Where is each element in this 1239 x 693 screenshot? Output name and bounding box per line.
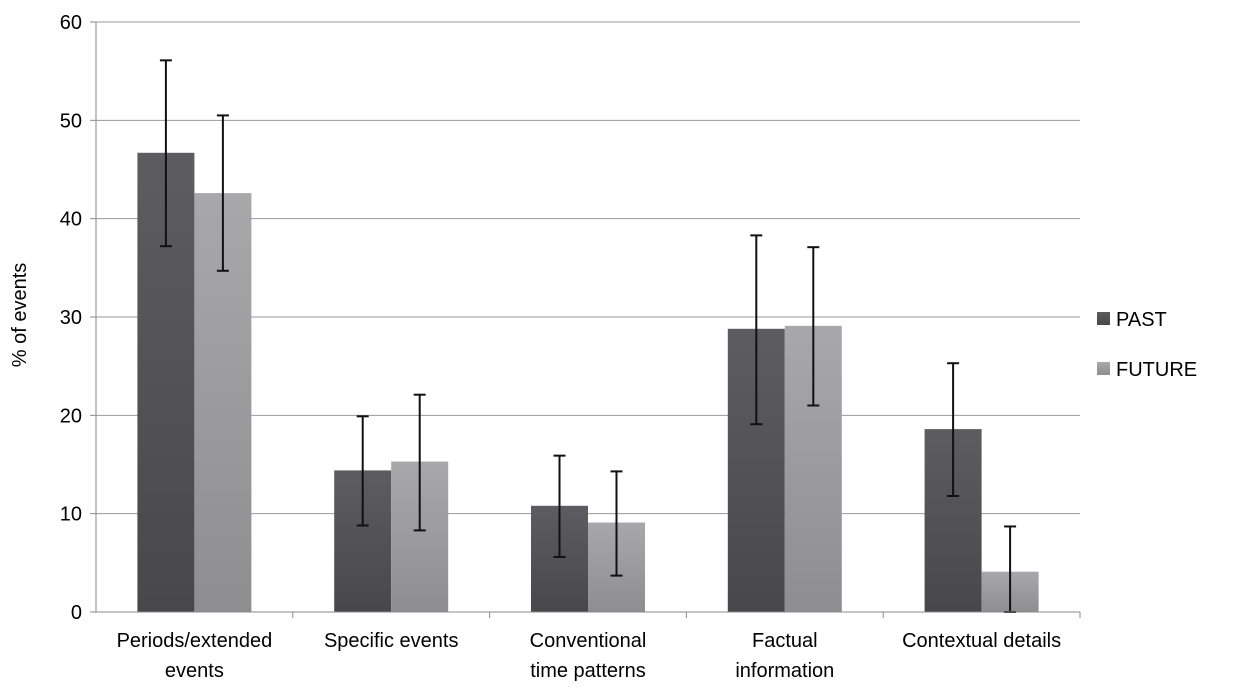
x-tick-label: events (165, 660, 224, 682)
x-tick-label: Conventional (530, 630, 647, 652)
y-tick-label: 60 (60, 12, 82, 34)
x-tick-label: Contextual details (902, 630, 1061, 652)
x-tick-label: Specific events (324, 630, 459, 652)
y-tick-label: 30 (60, 307, 82, 329)
y-tick-label: 0 (71, 602, 82, 624)
x-tick-label: information (735, 660, 834, 682)
legend-swatch-future (1097, 362, 1110, 375)
legend-label-future: FUTURE (1116, 359, 1197, 381)
legend: PAST FUTURE (1097, 309, 1197, 381)
y-tick-label: 20 (60, 405, 82, 427)
y-tick-label: 40 (60, 209, 82, 231)
gridlines (96, 21, 1080, 515)
axes: 0 10 20 30 40 50 60 Periods/extended events Speci… (60, 12, 1081, 682)
y-tick-label: 10 (60, 504, 82, 526)
y-tick-label: 50 (60, 110, 82, 132)
x-tick-label: Periods/extended (117, 630, 273, 652)
error-bars (159, 59, 1017, 613)
bars (137, 152, 1039, 613)
legend-swatch-past (1097, 312, 1110, 325)
x-tick-label: Factual (752, 630, 818, 652)
x-tick-label: time patterns (530, 660, 646, 682)
y-axis-label: % of events (9, 263, 31, 368)
legend-label-past: PAST (1116, 309, 1167, 331)
